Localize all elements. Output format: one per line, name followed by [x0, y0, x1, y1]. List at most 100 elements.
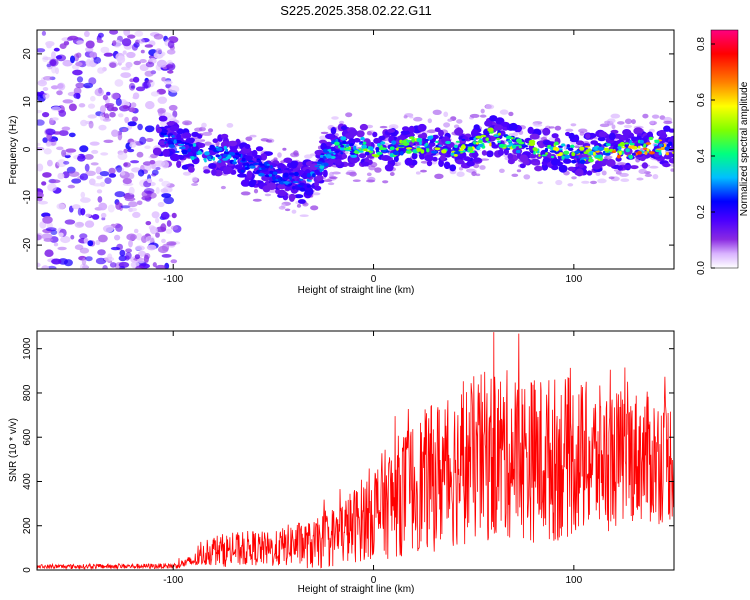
- spectrogram-halo-blob: [537, 181, 543, 185]
- spectrogram-halo-blob: [264, 193, 272, 197]
- spectrogram-ridge-blob: [616, 154, 621, 159]
- spectrogram-ridge-blob: [473, 137, 477, 141]
- spectrogram-halo-blob: [311, 192, 321, 196]
- spectrogram-noise-blob: [56, 146, 64, 151]
- spectrogram-ridge-blob: [480, 134, 487, 138]
- spectrogram-noise-blob: [122, 50, 127, 55]
- spectrogram-noise-blob: [124, 116, 130, 124]
- spectrogram-noise-blob: [99, 105, 106, 113]
- spectrogram-halo-blob: [669, 163, 674, 167]
- spectrogram-noise-blob: [141, 81, 151, 89]
- spectrogram-ridge-blob: [164, 138, 168, 142]
- spectrogram-band-blob: [417, 134, 425, 139]
- colorbar-tick-label: 0.8: [696, 37, 707, 51]
- spectrogram-band-blob: [361, 161, 370, 167]
- spectrogram-band-blob: [373, 137, 381, 144]
- spectrogram-ridge-blob: [349, 143, 354, 147]
- spectrogram-noise-blob: [88, 178, 96, 186]
- spectrogram-ridge-blob: [584, 145, 591, 148]
- spectrogram-ridge-blob: [258, 163, 265, 166]
- spectrogram-band-blob: [176, 133, 182, 139]
- spectrogram-halo-blob: [554, 125, 562, 131]
- spectrogram-band-blob: [277, 183, 286, 190]
- spectrogram-ridge-blob: [631, 145, 636, 149]
- spectrogram-ridge-blob: [477, 145, 481, 150]
- spectrogram-halo-blob: [403, 115, 408, 119]
- spectrogram-halo-blob: [652, 174, 659, 180]
- spectrogram-noise-blob: [168, 104, 178, 111]
- spectrogram-ridge-blob: [316, 161, 323, 165]
- spectrogram-ridge-blob: [266, 164, 271, 166]
- spectrogram-noise-blob: [115, 98, 122, 106]
- spectrogram-noise-blob: [84, 30, 90, 38]
- spectrogram-ridge-blob: [426, 147, 430, 153]
- spectrogram-halo-blob: [644, 173, 653, 177]
- spectrogram-ridge-blob: [339, 141, 342, 145]
- spectrogram-noise-blob: [155, 217, 160, 224]
- spectrogram-noise-blob: [55, 55, 63, 60]
- spectrogram-ridge-blob: [654, 139, 660, 142]
- spectrogram-noise-blob: [80, 197, 91, 203]
- spectrogram-noise-blob: [56, 159, 67, 168]
- spectrogram-noise-blob: [134, 245, 145, 251]
- spectrogram-ridge-blob: [413, 143, 416, 146]
- spectrogram-noise-blob: [76, 40, 84, 45]
- spectrogram-noise-blob: [112, 40, 117, 46]
- spectrogram-ridge-blob: [493, 134, 500, 138]
- spectrogram-noise-blob: [136, 200, 143, 206]
- spectrogram-ridge-blob: [445, 140, 451, 145]
- spectrogram-noise-blob: [153, 33, 164, 40]
- spectrogram-ridge-blob: [188, 143, 193, 147]
- spectrogram-ridge-blob: [628, 154, 634, 160]
- spectrogram-ridge-blob: [333, 152, 336, 155]
- spectrogram-halo-blob: [615, 171, 622, 175]
- spectrogram-noise-blob: [96, 175, 103, 180]
- spectrogram-noise-blob: [42, 92, 50, 99]
- spectrogram-band-blob: [438, 159, 444, 168]
- spectrogram-halo-blob: [427, 118, 432, 124]
- spectrogram-y-tick-label: 10: [22, 96, 33, 108]
- spectrogram-ridge-blob: [438, 144, 443, 147]
- spectrogram-halo-blob: [663, 120, 673, 125]
- spectrogram-band-blob: [446, 146, 452, 155]
- spectrogram-noise-blob: [128, 107, 136, 113]
- spectrogram-ridge-blob: [345, 144, 349, 148]
- spectrogram-noise-blob: [130, 160, 140, 164]
- spectrogram-noise-blob: [45, 128, 56, 135]
- spectrogram-band-blob: [191, 131, 199, 137]
- spectrogram-band-blob: [449, 164, 457, 172]
- spectrogram-halo-blob: [382, 180, 389, 184]
- spectrogram-halo-blob: [293, 150, 299, 156]
- spectrogram-band-blob: [618, 135, 626, 141]
- spectrogram-noise-blob: [108, 167, 116, 175]
- spectrogram-halo-blob: [499, 168, 505, 173]
- spectrogram-marks: [37, 30, 674, 269]
- spectrogram-noise-blob: [81, 257, 87, 266]
- spectrogram-ridge-blob: [455, 140, 460, 143]
- spectrogram-ridge-blob: [477, 140, 483, 144]
- spectrogram-noise-blob: [72, 204, 81, 210]
- spectrogram-band-blob: [262, 185, 271, 193]
- spectrogram-ridge-blob: [547, 144, 552, 147]
- spectrogram-noise-blob: [87, 240, 94, 247]
- spectrogram-noise-blob: [37, 163, 44, 172]
- spectrogram-ridge-blob: [648, 136, 654, 141]
- spectrogram-band-blob: [349, 155, 359, 164]
- spectrogram-band-blob: [662, 162, 671, 168]
- spectrogram-ridge-blob: [554, 141, 559, 146]
- spectrogram-ridge-blob: [425, 142, 429, 146]
- spectrogram-halo-blob: [624, 118, 633, 125]
- spectrogram-band-blob: [358, 153, 367, 159]
- spectrogram-halo-blob: [480, 108, 485, 114]
- spectrogram-ridge-blob: [359, 141, 364, 144]
- spectrogram-noise-blob: [166, 220, 172, 227]
- spectrogram-band-blob: [384, 164, 394, 172]
- spectrogram-ridge-blob: [528, 139, 536, 144]
- snr-x-tick-label: -100: [163, 575, 183, 586]
- spectrogram-band-blob: [424, 154, 434, 162]
- spectrogram-ridge-blob: [397, 144, 405, 148]
- spectrogram-noise-blob: [96, 39, 104, 44]
- spectrogram-noise-blob: [122, 105, 129, 110]
